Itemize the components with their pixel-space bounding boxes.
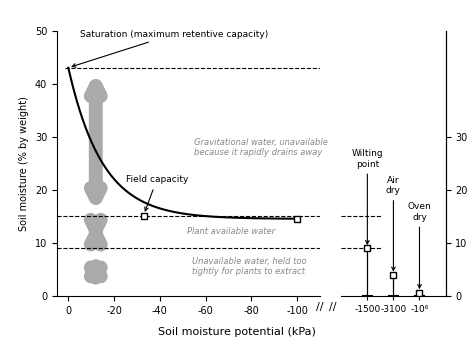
Text: //: //: [316, 302, 324, 312]
Text: Saturation (maximum retentive capacity): Saturation (maximum retentive capacity): [72, 30, 268, 67]
Text: Soil moisture potential (kPa): Soil moisture potential (kPa): [158, 327, 316, 337]
Text: Unavailable water, held too
tightly for plants to extract: Unavailable water, held too tightly for …: [192, 257, 307, 276]
Text: Air
dry: Air dry: [386, 176, 401, 271]
Text: //: //: [329, 302, 337, 312]
Text: Field capacity: Field capacity: [126, 175, 188, 211]
Text: Oven
dry: Oven dry: [408, 202, 431, 288]
Text: Gravitational water, unavailable
because it rapidly drains away: Gravitational water, unavailable because…: [194, 138, 328, 157]
Text: Wilting
point: Wilting point: [352, 149, 383, 244]
Text: Plant available water: Plant available water: [187, 226, 275, 236]
Y-axis label: Soil moisture (% by weight): Soil moisture (% by weight): [19, 96, 29, 231]
